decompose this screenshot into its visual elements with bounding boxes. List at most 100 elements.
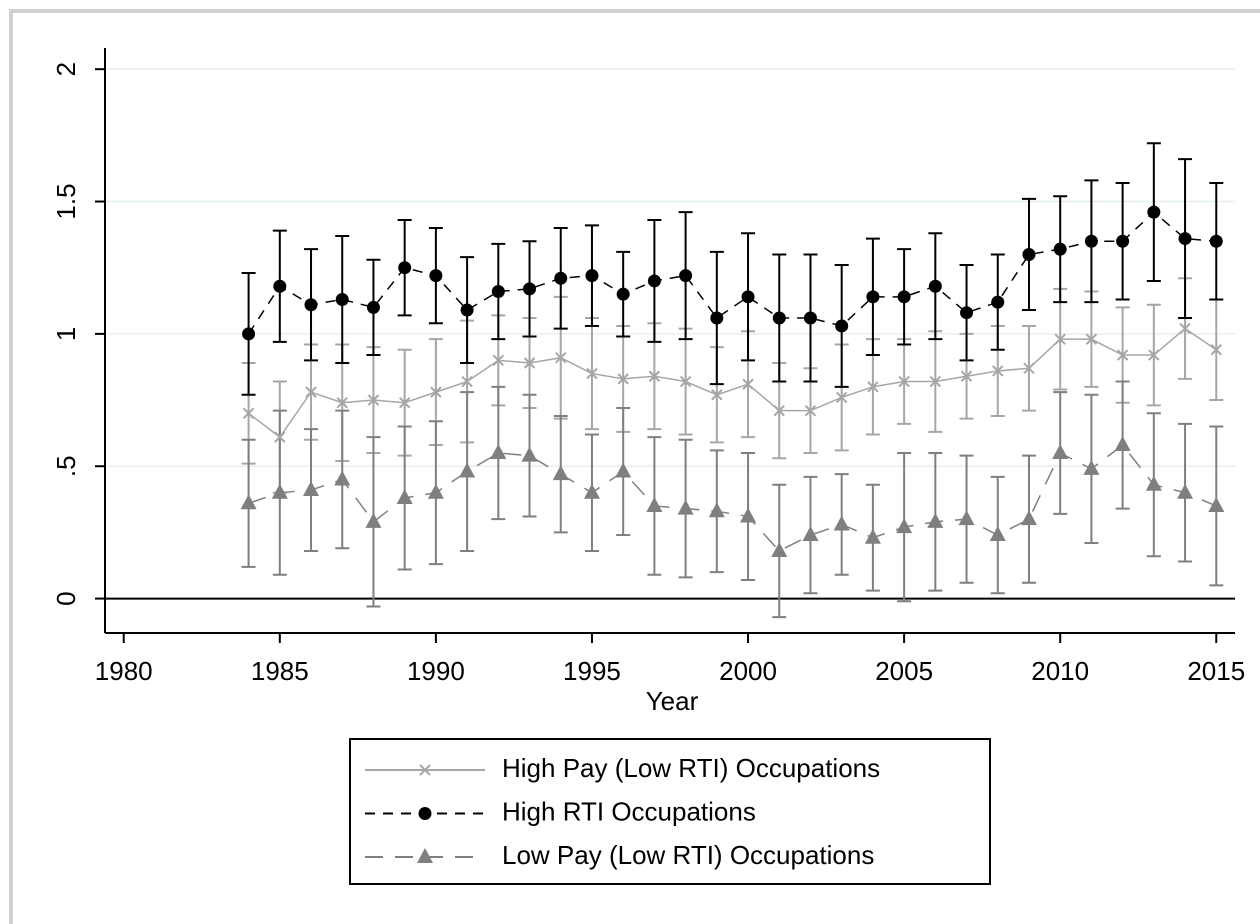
data-point <box>1178 232 1192 246</box>
data-point <box>898 375 910 388</box>
data-point <box>461 375 473 388</box>
x-axis-label: Year <box>646 686 699 716</box>
data-point <box>459 462 476 478</box>
data-point <box>989 526 1006 542</box>
data-point <box>242 407 255 420</box>
data-point <box>896 518 913 534</box>
data-point <box>773 404 785 417</box>
data-point <box>1208 496 1225 512</box>
data-point <box>1023 362 1035 375</box>
data-point <box>741 290 755 304</box>
data-point <box>711 389 723 401</box>
data-point <box>554 271 568 285</box>
data-point <box>1145 475 1162 491</box>
data-point <box>708 502 725 518</box>
data-point <box>555 351 567 364</box>
data-point <box>1116 234 1130 248</box>
data-point <box>1116 349 1129 361</box>
data-point <box>1114 436 1131 452</box>
data-point <box>366 300 380 314</box>
data-point <box>367 394 380 406</box>
y-tick-label: 1.5 <box>51 183 81 219</box>
series-line <box>248 327 1217 439</box>
data-point <box>802 526 819 542</box>
data-point <box>1147 205 1161 219</box>
data-point <box>958 510 975 526</box>
legend-marker <box>418 807 432 820</box>
data-point <box>616 287 630 301</box>
data-point <box>647 274 661 288</box>
data-point <box>305 386 317 398</box>
data-point <box>1210 344 1222 356</box>
data-point <box>646 496 663 512</box>
data-point <box>491 285 505 299</box>
data-point <box>242 327 256 341</box>
data-point <box>303 481 320 497</box>
data-point <box>648 370 661 382</box>
data-point <box>771 541 788 557</box>
x-tick-label: 2000 <box>719 656 777 686</box>
data-point <box>1209 234 1223 248</box>
data-point <box>1052 444 1069 459</box>
data-point <box>772 311 786 325</box>
data-point <box>273 279 287 293</box>
data-point <box>427 483 444 499</box>
data-point <box>1085 333 1098 345</box>
data-point <box>929 375 942 388</box>
data-point <box>1053 242 1067 256</box>
y-tick-label: .5 <box>51 455 81 477</box>
data-point <box>835 319 849 333</box>
data-point <box>398 261 412 275</box>
data-point <box>679 269 693 283</box>
data-point <box>430 386 442 398</box>
data-point <box>960 370 973 382</box>
data-point <box>1084 234 1098 248</box>
data-point <box>803 311 817 325</box>
series-line <box>248 444 1217 552</box>
x-tick-label: 2010 <box>1031 656 1089 686</box>
data-point <box>1083 459 1100 475</box>
x-tick-label: 1980 <box>95 656 153 686</box>
x-tick-label: 2005 <box>875 656 933 686</box>
data-point <box>240 494 257 510</box>
data-point <box>927 512 944 528</box>
data-point <box>677 499 694 515</box>
data-point <box>523 282 537 296</box>
legend-label: High Pay (Low RTI) Occupations <box>502 753 880 783</box>
data-point <box>396 489 413 504</box>
legend-marker <box>417 848 433 863</box>
data-point <box>1054 333 1066 345</box>
x-tick-label: 1985 <box>251 656 309 686</box>
y-tick-label: 1 <box>51 327 81 341</box>
data-point <box>521 446 538 462</box>
data-point <box>1148 349 1160 361</box>
data-point <box>429 269 443 283</box>
data-point <box>679 375 692 388</box>
data-point <box>492 354 505 367</box>
data-point <box>617 373 629 385</box>
data-point <box>583 483 600 499</box>
data-point <box>335 292 349 306</box>
data-point <box>271 483 288 499</box>
data-point <box>866 290 880 304</box>
data-point <box>867 381 879 393</box>
data-point <box>304 298 318 312</box>
data-point <box>365 512 382 528</box>
data-point <box>1022 247 1036 261</box>
data-point <box>710 311 724 325</box>
legend-box <box>349 738 991 885</box>
y-tick-label: 2 <box>51 62 81 76</box>
legend-label: Low Pay (Low RTI) Occupations <box>502 840 874 870</box>
data-point <box>742 378 754 390</box>
y-tick-label: 0 <box>51 591 81 605</box>
data-point <box>897 290 911 304</box>
data-point <box>274 431 286 443</box>
data-point <box>1177 483 1194 499</box>
legend-marker <box>419 764 431 776</box>
data-point <box>552 465 569 481</box>
data-point <box>833 515 850 531</box>
x-tick-label: 1990 <box>407 656 465 686</box>
legend-label: High RTI Occupations <box>502 796 756 826</box>
data-point <box>992 365 1004 377</box>
